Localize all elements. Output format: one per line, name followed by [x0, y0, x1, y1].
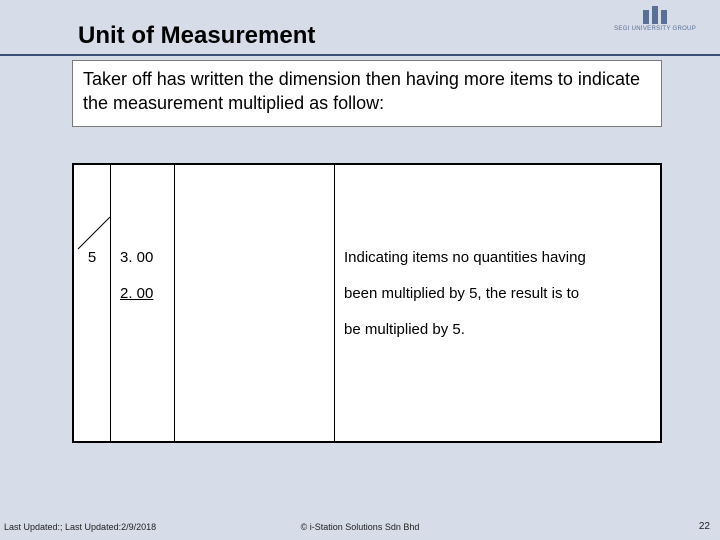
logo-caption: SEGI UNIVERSITY GROUP	[614, 26, 696, 32]
logo-icon	[643, 6, 667, 24]
column-divider	[334, 165, 335, 441]
logo: SEGI UNIVERSITY GROUP	[614, 6, 696, 32]
slash-icon	[76, 215, 112, 251]
column-divider	[110, 165, 111, 441]
title-underline	[0, 54, 720, 56]
multiplier-cell: 5	[74, 249, 110, 266]
intro-text: Taker off has written the dimension then…	[83, 67, 651, 116]
logo-bar	[643, 10, 649, 24]
value-cell-1: 3. 00	[120, 249, 153, 266]
description-line-2: been multiplied by 5, the result is to	[344, 285, 579, 302]
dimension-table: 5 3. 00 2. 00 Indicating items no quanti…	[72, 163, 662, 443]
value-cell-2: 2. 00	[120, 285, 153, 302]
column-divider	[174, 165, 175, 441]
page-title: Unit of Measurement	[78, 22, 315, 50]
logo-bar	[652, 6, 658, 24]
description-line-3: be multiplied by 5.	[344, 321, 465, 338]
logo-bar	[661, 10, 667, 24]
intro-box: Taker off has written the dimension then…	[72, 60, 662, 127]
description-line-1: Indicating items no quantities having	[344, 249, 586, 266]
footer-page-number: 22	[699, 521, 710, 532]
footer-copyright: © i-Station Solutions Sdn Bhd	[0, 522, 720, 532]
